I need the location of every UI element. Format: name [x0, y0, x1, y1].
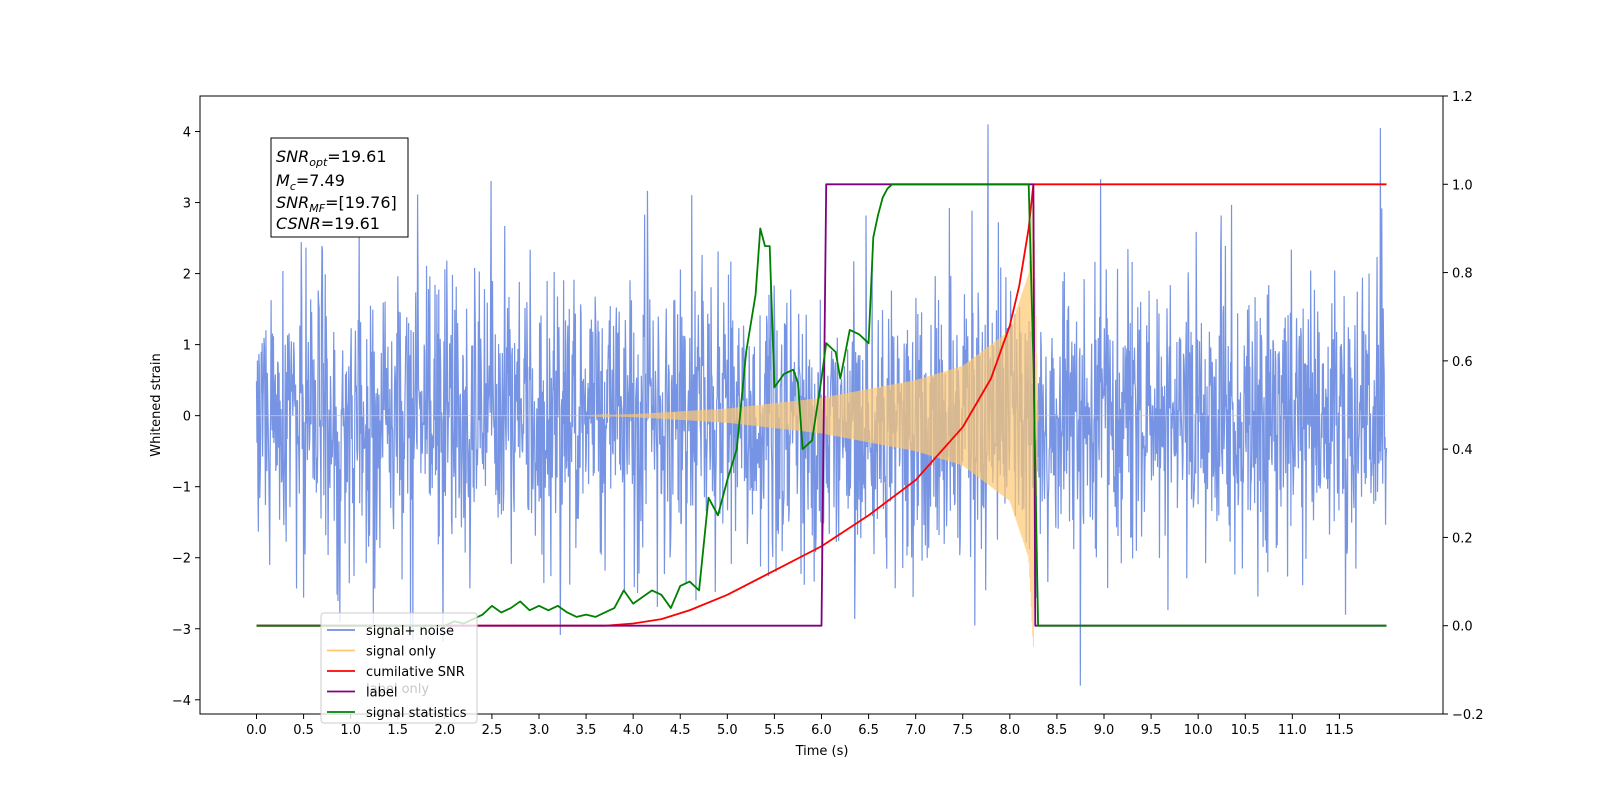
annotation-line-mc: Mc=7.49	[276, 171, 345, 193]
x-tick-label: 5.5	[764, 723, 785, 738]
y-tick-label: −2	[172, 552, 191, 567]
x-tick-label: 11.5	[1325, 723, 1354, 738]
y2-tick-label: 0.6	[1452, 355, 1473, 370]
x-tick-label: 9.5	[1141, 723, 1162, 738]
annotation-frame	[270, 137, 409, 238]
x-tick-label: 6.0	[811, 723, 832, 738]
y-tick-label: −4	[172, 694, 191, 709]
x-axis-label: Time (s)	[795, 744, 849, 759]
y-axis-label: Whitened strain	[149, 353, 164, 456]
x-tick-label: 2.5	[482, 723, 503, 738]
series-signal-noise	[255, 124, 1388, 686]
legend-frame	[320, 612, 478, 724]
legend-item-signal-noise: signal+ noise	[327, 624, 454, 639]
y-tick-label: −1	[172, 481, 191, 496]
y2-tick-label: 0.8	[1452, 267, 1473, 282]
series-layer	[255, 124, 1388, 686]
annotation-line-csnr: CSNR=19.61	[276, 214, 380, 233]
legend-item-label: label	[327, 686, 397, 701]
y-tick-label: 3	[183, 197, 191, 212]
y2-tick-label: 1.2	[1452, 90, 1473, 105]
x-axis-ticks: 0.0 0.5 1.0 1.5 2.0 2.5 3.0 3.5 4.0 4.5 5.0 5.5 6.0 6…	[246, 714, 1354, 738]
x-tick-label: 7.5	[952, 723, 973, 738]
x-tick-label: 4.5	[670, 723, 691, 738]
x-tick-label: 3.0	[529, 723, 550, 738]
x-tick-label: 11.0	[1278, 723, 1307, 738]
legend-item-cumilative-snr: cumilative SNR	[327, 665, 465, 680]
series-signal-only	[256, 187, 1387, 647]
x-tick-label: 0.5	[293, 723, 314, 738]
x-tick-label: 2.0	[434, 723, 455, 738]
x-tick-label: 10.5	[1231, 723, 1260, 738]
x-tick-label: 8.0	[999, 723, 1020, 738]
series-signal-statistics	[256, 183, 1387, 627]
legend-label: cumilative SNR	[366, 665, 465, 680]
x-tick-label: 3.5	[576, 723, 597, 738]
legend-item-signal-statistics: signal statistics	[327, 706, 467, 721]
x-tick-label: 0.0	[246, 723, 267, 738]
legend: label only signal+ noise signal only cumil…	[320, 612, 478, 724]
x-tick-label: 10.0	[1184, 723, 1213, 738]
legend-label: label	[366, 686, 397, 701]
legend-label: signal statistics	[366, 706, 467, 721]
y-tick-label: 2	[183, 268, 191, 283]
legend-items: signal+ noise signal only cumilative SNR la…	[327, 624, 467, 721]
x-tick-label: 6.5	[858, 723, 879, 738]
x-tick-label: 1.5	[387, 723, 408, 738]
legend-label: signal+ noise	[366, 624, 454, 639]
y2-tick-label: 0.4	[1452, 443, 1473, 458]
legend-label: signal only	[366, 645, 436, 660]
y-tick-label: 0	[183, 410, 191, 425]
x-tick-label: 1.0	[340, 723, 361, 738]
legend-ghost-label: label only	[366, 682, 429, 697]
y-tick-label: 4	[183, 126, 191, 141]
y2-axis-ticks: 1.2 1.0 0.8 0.6 0.4 0.2 0.0 −0.2	[1443, 90, 1484, 723]
annotation-line-snr-opt: SNRopt=19.61	[276, 147, 387, 169]
y-tick-label: 1	[183, 339, 191, 354]
y2-tick-label: −0.2	[1452, 708, 1484, 723]
legend-item-signal-only: signal only	[327, 645, 436, 660]
x-tick-label: 9.0	[1094, 723, 1115, 738]
y-axis-ticks: 4 3 2 1 0 −1 −2 −3 −4	[172, 126, 200, 709]
annotation-box: SNRopt=19.61 Mc=7.49 SNRMF=[19.76] CSNR=…	[270, 137, 409, 238]
y-tick-label: −3	[172, 623, 191, 638]
y2-tick-label: 0.0	[1452, 620, 1473, 635]
annotation-line-snr-mf: SNRMF=[19.76]	[276, 193, 397, 215]
y2-tick-label: 1.0	[1452, 178, 1473, 193]
x-tick-label: 5.0	[717, 723, 738, 738]
x-tick-label: 8.5	[1047, 723, 1068, 738]
x-tick-label: 4.0	[623, 723, 644, 738]
x-tick-label: 7.0	[905, 723, 926, 738]
y2-tick-label: 0.2	[1452, 531, 1473, 546]
